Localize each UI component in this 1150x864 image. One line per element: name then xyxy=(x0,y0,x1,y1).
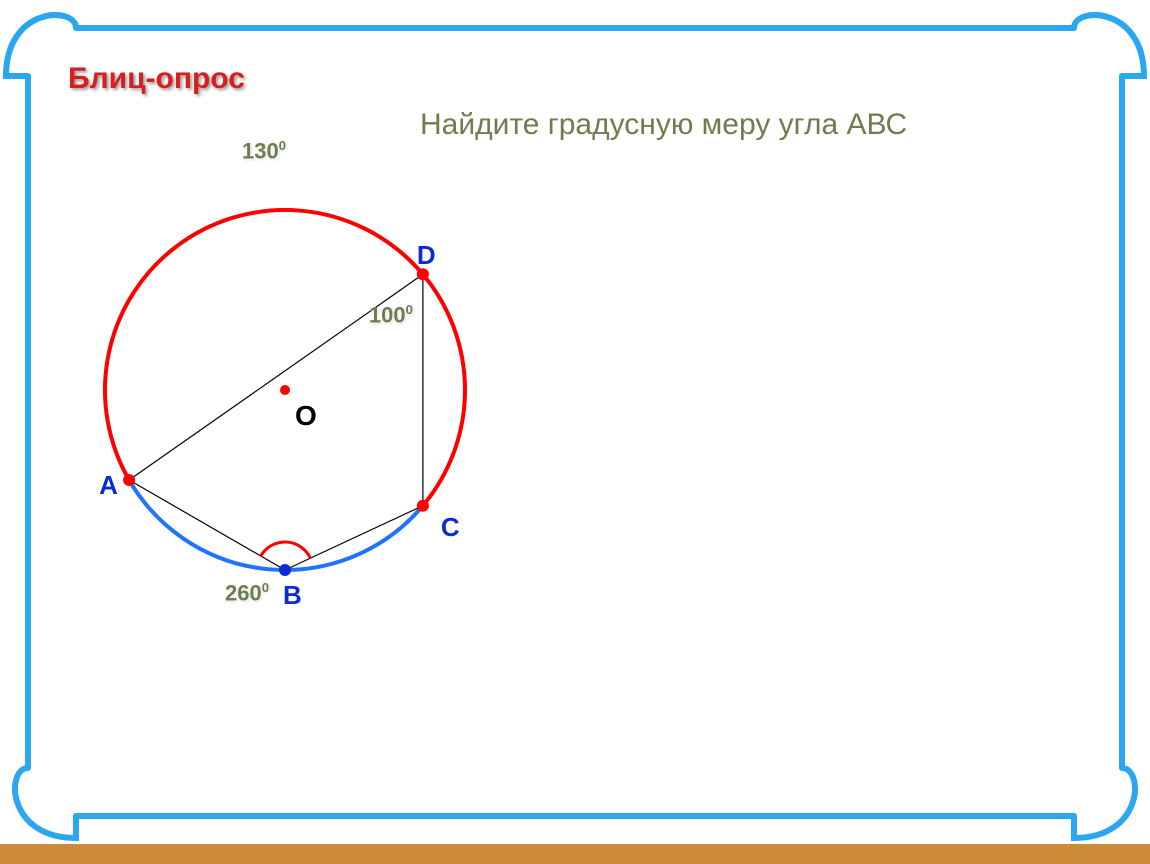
circle-diagram xyxy=(70,155,500,645)
angle-degree-d: 1000 xyxy=(369,302,413,328)
point-label-d: D xyxy=(417,240,436,271)
center-label-o: О xyxy=(295,400,317,432)
point-label-b: В xyxy=(283,580,302,611)
quiz-title: Блиц-опрос xyxy=(68,62,245,96)
point-label-a: А xyxy=(99,470,118,501)
bottom-bar xyxy=(0,844,1150,864)
question-text: Найдите градусную меру угла АВС xyxy=(420,108,907,142)
arc-degree-top: 1300 xyxy=(242,138,286,164)
arc-degree-bottom: 2600 xyxy=(225,580,269,606)
point-label-c: С xyxy=(441,512,460,543)
